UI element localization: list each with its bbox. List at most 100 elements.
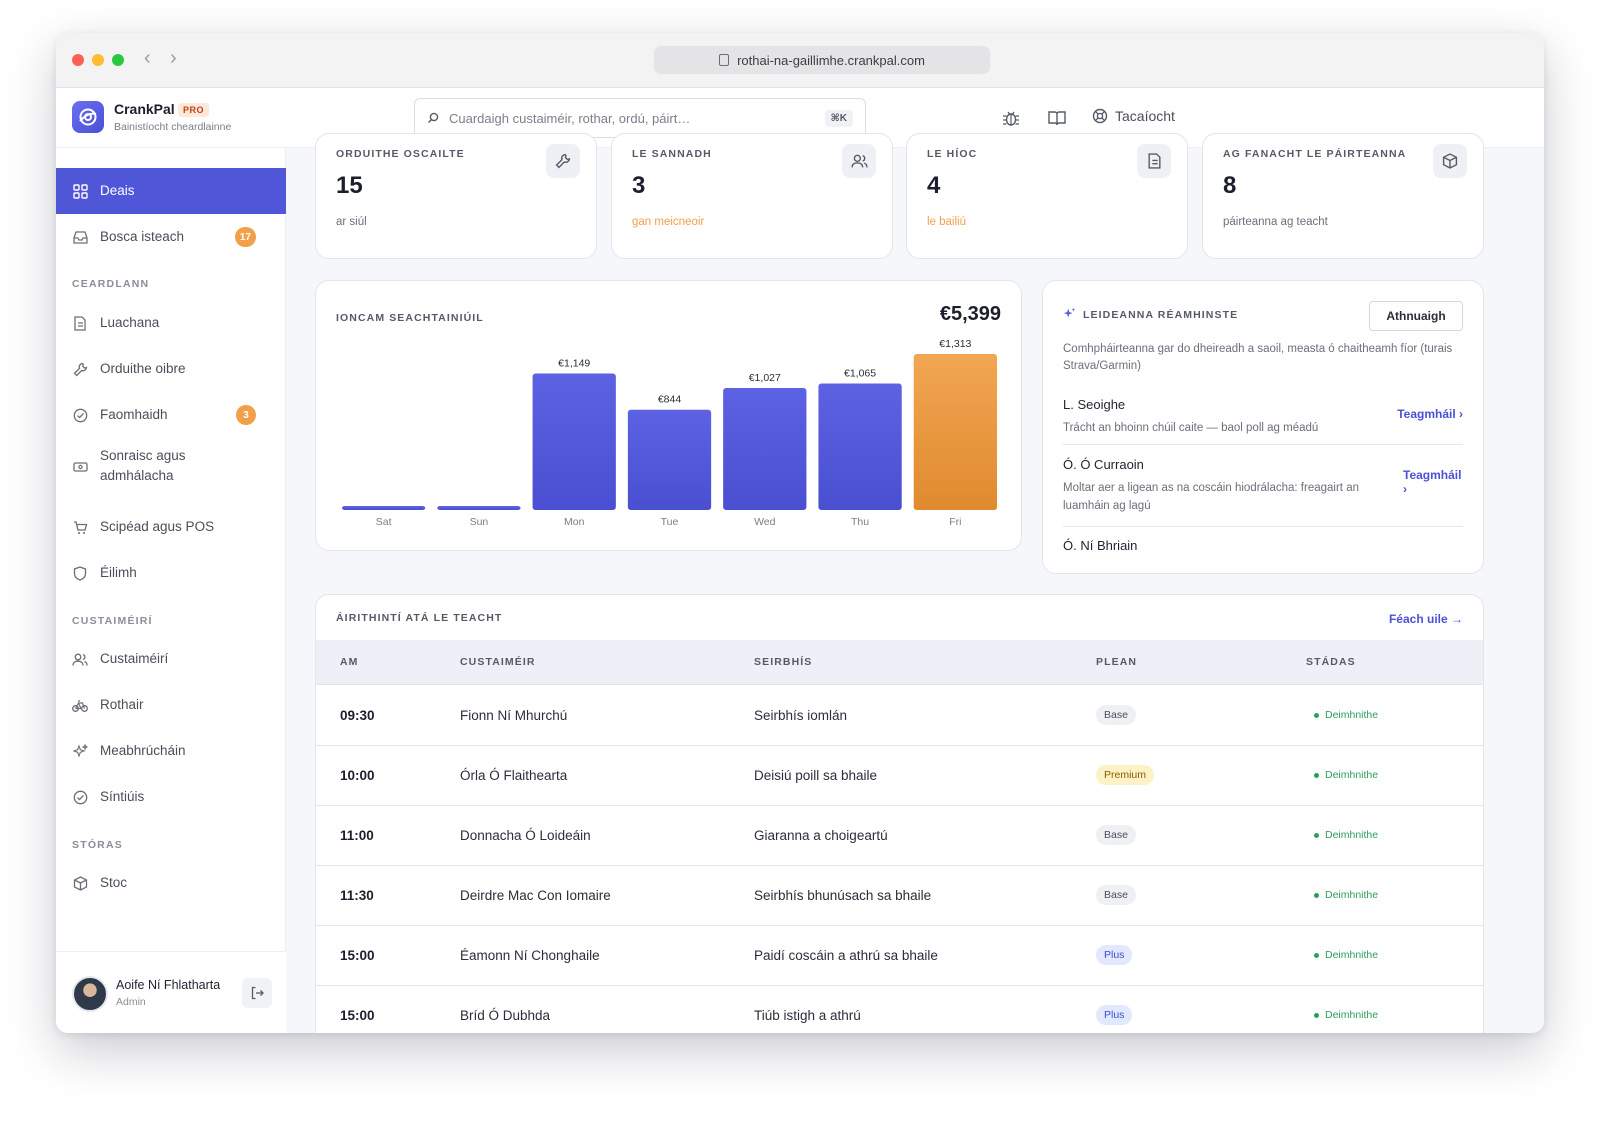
cart-icon bbox=[72, 519, 88, 535]
stat-subtitle: gan meicneoir bbox=[632, 216, 705, 228]
bar-thu[interactable] bbox=[818, 383, 902, 510]
booking-time: 11:30 bbox=[340, 888, 374, 903]
section-title-ceardlann: CEARDLANN bbox=[72, 278, 150, 290]
table-row[interactable]: 15:00 Éamonn Ní Chonghaile Paidí coscáin a… bbox=[316, 926, 1483, 986]
predictions-description: Comhpháirteanna gar do dheireadh a saoil… bbox=[1063, 343, 1453, 372]
prediction-item: Ó. Ní Bhriain bbox=[1063, 538, 1463, 573]
avatar[interactable] bbox=[72, 976, 108, 1012]
bar-sat[interactable] bbox=[342, 506, 426, 510]
sidebar-item-stoc[interactable]: Stoc bbox=[56, 860, 286, 906]
stat-title: ORDUITHE OSCAILTE bbox=[336, 148, 465, 160]
pro-badge: PRO bbox=[178, 103, 210, 117]
table-row[interactable]: 11:30 Deirdre Mac Con Iomaire Seirbhís bhu… bbox=[316, 866, 1483, 926]
support-button[interactable]: Tacaíocht bbox=[1092, 108, 1175, 124]
booking-service: Seirbhís bhunúsach sa bhaile bbox=[754, 888, 932, 903]
sidebar-item-scipead[interactable]: Scipéad agus POS bbox=[56, 504, 286, 550]
status-text: Deimhnithe bbox=[1325, 709, 1379, 721]
check-circle-icon bbox=[72, 407, 88, 423]
stat-card-to-pay[interactable]: LE HÍOC 4 le bailiú bbox=[906, 133, 1188, 259]
sidebar-item-custaimeiri[interactable]: Custaiméirí bbox=[56, 636, 286, 682]
bar-wed[interactable] bbox=[723, 387, 807, 510]
prediction-customer: L. Seoighe bbox=[1063, 397, 1126, 412]
sidebar-item-sonraisc[interactable]: Sonraisc agus admhálacha bbox=[56, 438, 286, 494]
sidebar-item-luachana[interactable]: Luachana bbox=[56, 300, 286, 346]
stat-card-to-assign[interactable]: LE SANNADH 3 gan meicneoir bbox=[611, 133, 893, 259]
sidebar-item-sintiuis[interactable]: Síntiúis bbox=[56, 774, 286, 820]
booking-time: 11:00 bbox=[340, 828, 374, 843]
sidebar-item-rothair[interactable]: Rothair bbox=[56, 682, 286, 728]
prediction-customer: Ó. Ní Bhriain bbox=[1063, 538, 1138, 553]
sidebar-item-faomhaidh[interactable]: Faomhaidh 3 bbox=[56, 392, 286, 438]
weekly-revenue-card: IONCAM SEACHTAINIÚIL €5,399 Sat Sun €1,149… bbox=[315, 280, 1022, 551]
bar-fri[interactable] bbox=[913, 354, 997, 510]
sidebar-item-label: Éilimh bbox=[100, 565, 137, 580]
table-header: AM CUSTAIMÉIR SEIRBHÍS PLEAN STÁDAS bbox=[316, 640, 1483, 685]
sidebar-item-label: Stoc bbox=[100, 875, 128, 890]
table-row[interactable]: 11:00 Donnacha Ó Loideáin Giaranna a choig… bbox=[316, 806, 1483, 866]
contact-link[interactable]: Teagmháil › bbox=[1403, 468, 1462, 496]
bar-value-label: €1,149 bbox=[558, 357, 590, 369]
column-header-service[interactable]: SEIRBHÍS bbox=[754, 656, 813, 668]
x-tick-label: Tue bbox=[661, 516, 679, 528]
bar-tue[interactable] bbox=[627, 409, 712, 510]
stat-card-open-orders[interactable]: ORDUITHE OSCAILTE 15 ar siúl bbox=[315, 133, 597, 259]
logout-icon bbox=[251, 986, 264, 1000]
prediction-text: Moltar aer a ligean as na coscáin hiodrá… bbox=[1063, 482, 1359, 512]
chart-total: €5,399 bbox=[939, 303, 1001, 325]
sidebar-item-bosca-isteach[interactable]: Bosca isteach 17 bbox=[56, 214, 286, 260]
table-row[interactable]: 09:30 Fionn Ní Mhurchú Seirbhís iomlán Base… bbox=[316, 686, 1483, 746]
contact-link[interactable]: Teagmháil › bbox=[1397, 407, 1463, 421]
column-header-time[interactable]: AM bbox=[340, 656, 359, 668]
sidebar-item-deais[interactable]: Deais bbox=[56, 168, 286, 214]
revenue-bar-chart: Sat Sun €1,149 Mon €844 Tue €1,027 Wed €1,065 Thu… bbox=[342, 338, 997, 528]
box-icon bbox=[72, 875, 88, 891]
url-text: rothai-na-gaillimhe.crankpal.com bbox=[737, 52, 925, 68]
crankpal-logo-icon[interactable] bbox=[72, 101, 104, 133]
bar-sun[interactable] bbox=[437, 506, 521, 510]
status-badge: Deimhnithe bbox=[1314, 949, 1378, 961]
user-profile: Aoife Ní Fhlatharta Admin bbox=[56, 951, 286, 1033]
close-window-button[interactable] bbox=[72, 54, 84, 66]
view-all-link[interactable]: Féach uile → bbox=[1388, 612, 1463, 626]
bug-icon[interactable] bbox=[1001, 108, 1021, 128]
page-icon bbox=[719, 54, 730, 66]
column-header-customer[interactable]: CUSTAIMÉIR bbox=[460, 656, 536, 668]
bar-mon[interactable] bbox=[532, 373, 616, 510]
booking-customer: Órla Ó Flaithearta bbox=[460, 768, 568, 783]
maximize-window-button[interactable] bbox=[112, 54, 124, 66]
prediction-item: Ó. Ó Curraoin Moltar aer a ligean as na … bbox=[1063, 457, 1463, 527]
minimize-window-button[interactable] bbox=[92, 54, 104, 66]
stat-card-awaiting-parts[interactable]: AG FANACHT LE PÁIRTEANNA 8 páirteanna ag… bbox=[1202, 133, 1484, 259]
table-row[interactable]: 15:00 Bríd Ó Dubhda Tiúb istigh a athrú Plu… bbox=[316, 986, 1483, 1033]
status-badge: Deimhnithe bbox=[1314, 1009, 1378, 1021]
section-title-storas: STÓRAS bbox=[72, 839, 123, 851]
lifebuoy-icon bbox=[1092, 108, 1108, 124]
sidebar-item-eilimh[interactable]: Éilimh bbox=[56, 550, 286, 596]
refresh-button[interactable]: Athnuaigh bbox=[1369, 301, 1463, 331]
x-tick-label: Thu bbox=[851, 516, 869, 528]
status-dot-icon bbox=[1314, 1012, 1319, 1018]
address-bar[interactable]: rothai-na-gaillimhe.crankpal.com bbox=[654, 46, 990, 74]
booking-time: 15:00 bbox=[340, 1008, 375, 1023]
sidebar-item-meabhruchain[interactable]: Meabhrúcháin bbox=[56, 728, 286, 774]
logout-button[interactable] bbox=[242, 978, 272, 1008]
stat-value: 4 bbox=[927, 172, 941, 199]
stat-subtitle: le bailiú bbox=[927, 216, 966, 228]
inbox-count-badge: 17 bbox=[234, 227, 256, 247]
sidebar-item-label: Bosca isteach bbox=[100, 229, 185, 244]
prediction-text: Trácht an bhoinn chúil caite — baol poll… bbox=[1063, 422, 1319, 434]
table-row[interactable]: 10:00 Órla Ó Flaithearta Deisiú poill sa b… bbox=[316, 746, 1483, 806]
search-input[interactable]: Cuardaigh custaiméir, rothar, ordú, páir… bbox=[414, 98, 866, 138]
status-text: Deimhnithe bbox=[1325, 889, 1379, 901]
browser-toolbar: ‹ › rothai-na-gaillimhe.crankpal.com bbox=[56, 33, 1544, 88]
book-icon[interactable] bbox=[1047, 108, 1067, 128]
document-icon bbox=[72, 315, 88, 331]
app-header: CrankPal PRO Bainistíocht cheardlainne C… bbox=[56, 88, 1544, 148]
sidebar-item-orduithe-oibre[interactable]: Orduithe oibre bbox=[56, 346, 286, 392]
forward-arrow-icon[interactable]: › bbox=[170, 47, 177, 69]
column-header-plan[interactable]: PLEAN bbox=[1096, 656, 1138, 668]
bike-icon bbox=[72, 697, 88, 713]
back-arrow-icon[interactable]: ‹ bbox=[144, 47, 151, 69]
column-header-status[interactable]: STÁDAS bbox=[1306, 656, 1356, 668]
booking-service: Paidí coscáin a athrú sa bhaile bbox=[754, 948, 938, 963]
